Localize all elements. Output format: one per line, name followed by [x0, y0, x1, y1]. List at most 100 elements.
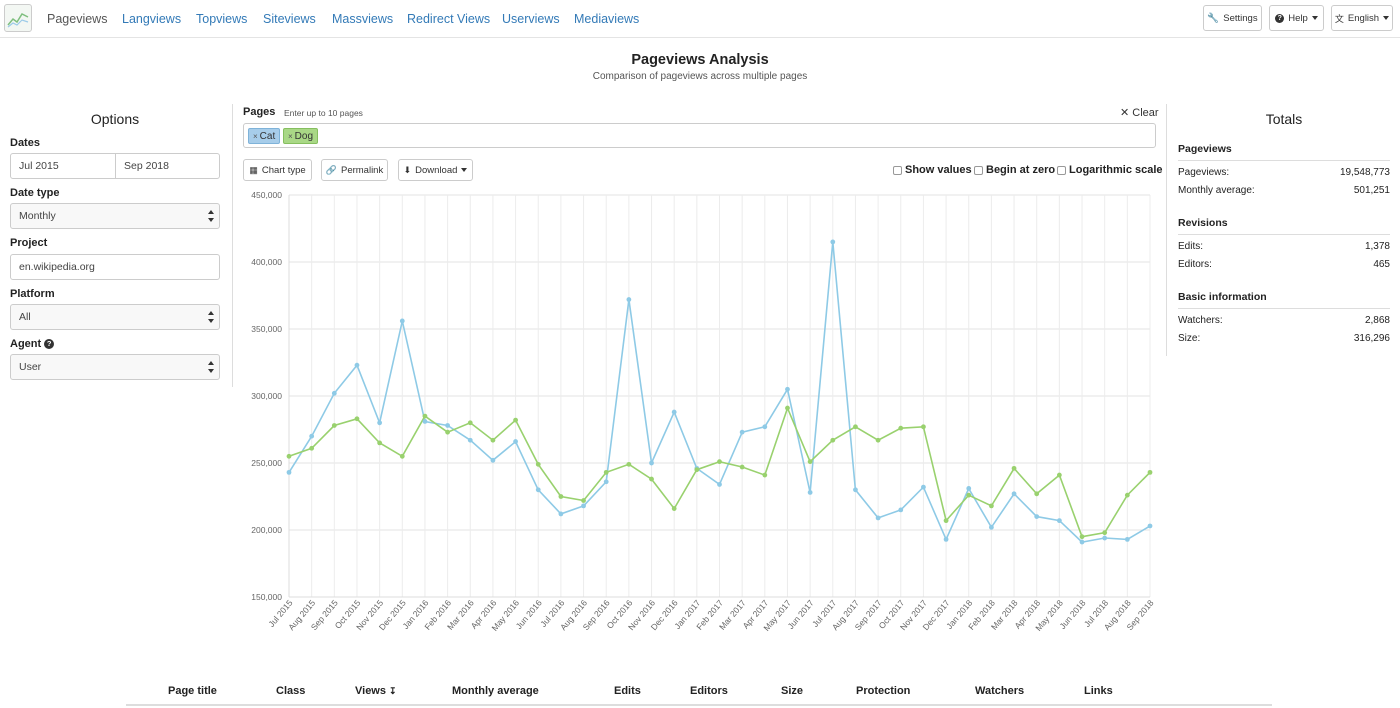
y-tick-label: 300,000 — [251, 391, 282, 401]
data-point-dog — [445, 429, 451, 435]
wrench-icon: 🔧 — [1207, 12, 1220, 24]
data-point-cat — [286, 469, 292, 475]
nav-siteviews[interactable]: Siteviews — [263, 12, 316, 26]
data-point-dog — [807, 459, 813, 465]
col-class[interactable]: Class — [276, 685, 306, 697]
settings-label: Settings — [1223, 12, 1258, 24]
col-editors[interactable]: Editors — [690, 685, 728, 697]
clear-button[interactable]: ✕ Clear — [1120, 106, 1159, 119]
nav-pageviews[interactable]: Pageviews — [47, 12, 108, 26]
chevron-down-icon — [1383, 16, 1390, 20]
platform-select[interactable]: All — [10, 304, 220, 330]
y-tick-label: 400,000 — [251, 257, 282, 267]
show-values-checkbox[interactable]: Show values — [893, 164, 972, 176]
agent-label-row: Agent ? — [10, 338, 55, 350]
data-point-dog — [898, 425, 904, 431]
clear-label: Clear — [1132, 107, 1159, 119]
data-point-cat — [762, 424, 768, 430]
language-button[interactable]: 文 English — [1331, 5, 1393, 31]
data-point-dog — [853, 424, 858, 430]
data-point-cat — [399, 318, 405, 324]
pageviews-section-head: Pageviews — [1178, 143, 1390, 161]
agent-select[interactable]: User — [10, 354, 220, 380]
platform-label: Platform — [10, 288, 55, 300]
size-label: Size: — [1178, 333, 1201, 344]
date-type-select[interactable]: Monthly — [10, 203, 220, 229]
page-tag-label: Cat — [259, 130, 276, 142]
col-monthly-average[interactable]: Monthly average — [452, 685, 539, 697]
settings-button[interactable]: 🔧 Settings — [1203, 5, 1262, 31]
data-point-dog — [399, 453, 405, 459]
translate-icon: 文 — [1334, 13, 1344, 24]
project-input[interactable]: en.wikipedia.org — [10, 254, 220, 280]
data-point-dog — [966, 492, 972, 498]
data-point-dog — [558, 494, 564, 499]
nav-langviews[interactable]: Langviews — [122, 12, 182, 26]
page-tag-cat[interactable]: × Cat — [248, 128, 281, 144]
select-arrows-icon — [208, 311, 214, 323]
size-value: 316,296 — [1353, 333, 1390, 344]
data-point-dog — [626, 461, 632, 467]
data-point-cat — [422, 419, 428, 424]
data-point-cat — [966, 486, 972, 491]
data-point-dog — [286, 453, 292, 459]
begin-at-zero-label: Begin at zero — [986, 164, 1056, 176]
chevron-down-icon — [461, 168, 468, 172]
col-views[interactable]: Views ↧ — [355, 685, 397, 697]
data-point-dog — [603, 469, 609, 475]
data-point-dog — [717, 459, 722, 465]
data-point-dog — [988, 503, 994, 509]
data-point-cat — [535, 487, 541, 493]
data-point-dog — [739, 464, 745, 470]
date-start-value: Jul 2015 — [19, 160, 59, 172]
question-circle-icon[interactable]: ? — [44, 339, 55, 349]
help-button[interactable]: ? Help — [1269, 5, 1324, 31]
editors-row: Editors: 465 — [1178, 259, 1390, 270]
log-scale-checkbox[interactable]: Logarithmic scale — [1057, 164, 1163, 176]
data-point-dog — [1102, 530, 1108, 536]
options-title: Options — [90, 111, 140, 127]
nav-userviews[interactable]: Userviews — [502, 12, 560, 26]
begin-at-zero-checkbox[interactable]: Begin at zero — [974, 164, 1055, 176]
data-point-dog — [649, 476, 654, 482]
col-watchers[interactable]: Watchers — [975, 685, 1025, 697]
permalink-button[interactable]: 🔗 Permalink — [321, 159, 388, 181]
language-label: English — [1347, 12, 1380, 24]
col-protection[interactable]: Protection — [856, 685, 911, 697]
data-point-cat — [1056, 518, 1062, 524]
data-point-cat — [898, 507, 904, 513]
y-tick-label: 350,000 — [251, 324, 282, 334]
nav-topviews[interactable]: Topviews — [196, 12, 248, 26]
date-start-input[interactable]: Jul 2015 — [10, 153, 116, 179]
col-size[interactable]: Size — [781, 685, 804, 697]
dates-label: Dates — [10, 137, 40, 149]
select-arrows-icon — [208, 210, 214, 222]
date-end-input[interactable]: Sep 2018 — [115, 153, 220, 179]
watchers-row: Watchers: 2,868 — [1178, 315, 1390, 326]
pageviews-line-chart[interactable]: 150,000 200,000 250,000 300,000 350,000 400,0… — [235, 185, 1165, 640]
sort-desc-icon: ↧ — [389, 685, 397, 696]
date-type-label: Date type — [10, 187, 60, 199]
data-point-cat — [513, 439, 518, 444]
page-tag-label: Dog — [294, 130, 314, 142]
chart-type-label: Chart type — [261, 164, 306, 176]
col-page-title[interactable]: Page title — [168, 685, 217, 697]
pages-hint: Enter up to 10 pages — [284, 108, 363, 118]
date-end-value: Sep 2018 — [124, 160, 169, 172]
data-point-dog — [377, 440, 383, 446]
chart-type-button[interactable]: ▦ Chart type — [243, 159, 312, 181]
pageviews-logo[interactable] — [4, 4, 32, 32]
pages-input[interactable]: × Cat × Dog — [243, 123, 1156, 148]
checkbox-icon — [893, 165, 902, 175]
link-icon: 🔗 — [325, 164, 337, 175]
remove-tag-icon[interactable]: × — [253, 131, 258, 141]
col-links[interactable]: Links — [1084, 685, 1113, 697]
remove-tag-icon[interactable]: × — [288, 131, 293, 141]
nav-massviews[interactable]: Massviews — [332, 12, 394, 26]
col-edits[interactable]: Edits — [614, 685, 641, 697]
download-button[interactable]: ⬇ Download — [398, 159, 473, 181]
y-tick-label: 450,000 — [251, 190, 282, 200]
nav-mediaviews[interactable]: Mediaviews — [574, 12, 640, 26]
page-tag-dog[interactable]: × Dog — [283, 128, 319, 144]
nav-redirect-views[interactable]: Redirect Views — [407, 12, 491, 26]
